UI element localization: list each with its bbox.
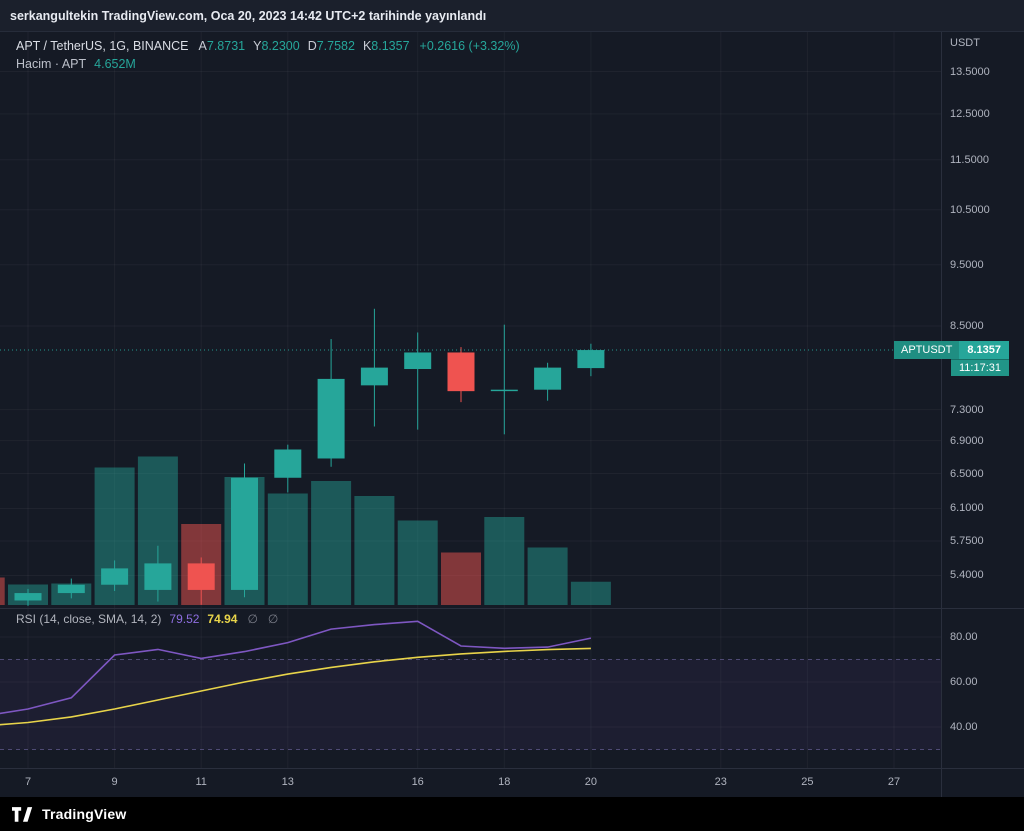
publish-header: serkangultekin TradingView.com, Oca 20, … — [0, 0, 1024, 32]
brand-name[interactable]: TradingView — [42, 806, 127, 822]
publish-info: serkangultekin TradingView.com, Oca 20, … — [10, 8, 487, 23]
price-scale[interactable] — [941, 32, 1024, 797]
rsi-title: RSI (14, close, SMA, 14, 2) — [16, 612, 162, 626]
time-scale[interactable] — [0, 768, 941, 797]
ohlc-high: Y8.2300 — [253, 39, 300, 53]
price-change: +0.2616 (+3.32%) — [419, 39, 520, 53]
symbol-legend-row: APT / TetherUS, 1G, BINANCE A7.8731 Y8.2… — [16, 37, 520, 55]
ohlc-open: A7.8731 — [198, 39, 246, 53]
symbol-legend[interactable]: APT / TetherUS, 1G, BINANCE A7.8731 Y8.2… — [16, 37, 520, 73]
main-chart-pane[interactable] — [0, 32, 941, 608]
footer-brand-bar: TradingView — [0, 797, 1024, 831]
rsi-legend[interactable]: RSI (14, close, SMA, 14, 2) 79.52 74.94 … — [16, 612, 288, 626]
empty-set-icon: ∅ — [247, 612, 258, 626]
ohlc-low: D7.7582 — [307, 39, 355, 53]
price-tag: APTUSDT 8.1357 11:17:31 — [894, 341, 1009, 377]
rsi-value: 79.52 — [169, 612, 200, 626]
rsi-pane[interactable] — [0, 608, 941, 768]
volume-label: Hacim · APT — [16, 57, 87, 71]
price-tag-price: 8.1357 — [959, 341, 1009, 360]
symbol-title: APT / TetherUS, 1G, BINANCE — [16, 39, 189, 53]
price-tag-symbol: APTUSDT — [894, 341, 960, 360]
price-tag-row: APTUSDT 8.1357 — [894, 341, 1009, 360]
volume-legend-row: Hacim · APT 4.652M — [16, 55, 520, 73]
price-tag-countdown: 11:17:31 — [950, 359, 1009, 377]
tradingview-logo-icon[interactable] — [12, 806, 34, 822]
empty-set-icon: ∅ — [267, 612, 279, 626]
volume-value: 4.652M — [94, 57, 136, 71]
rsi-sma-value: 74.94 — [207, 612, 238, 626]
ohlc-close: K8.1357 — [362, 39, 410, 53]
